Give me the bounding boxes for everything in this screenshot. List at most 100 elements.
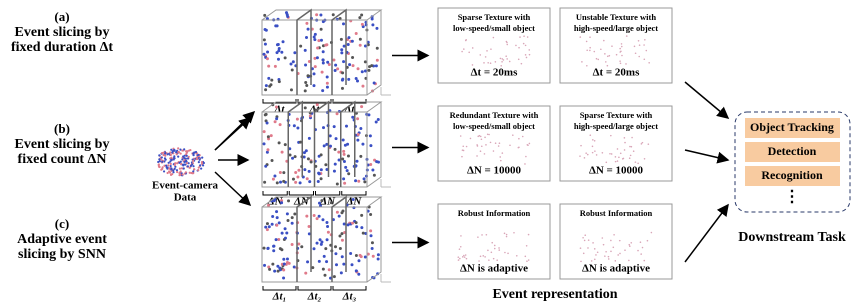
event-dot (316, 217, 319, 220)
interval-label: Δt₃ (342, 291, 357, 303)
texture (624, 142, 626, 144)
texture (621, 43, 623, 45)
texture (505, 55, 507, 57)
texture (635, 161, 637, 163)
event-dot (286, 257, 289, 260)
event-dot (176, 153, 178, 155)
event-dot (334, 148, 337, 151)
texture (462, 256, 464, 258)
event-dot (282, 258, 285, 261)
event-dot (270, 79, 273, 82)
event-dot (274, 65, 277, 68)
event-dot (369, 163, 372, 166)
panel-caption: Sparse Texture with (580, 110, 653, 120)
event-dot (365, 175, 368, 178)
texture (513, 232, 515, 234)
bracket (263, 191, 287, 195)
event-dot (266, 121, 269, 124)
event-dot (355, 225, 358, 228)
event-dot (192, 165, 194, 167)
event-dot (163, 170, 165, 172)
event-dot (334, 69, 337, 72)
texture (528, 234, 530, 236)
event-dot (265, 29, 268, 32)
event-dot (263, 53, 266, 56)
texture (488, 134, 490, 136)
panel-param: ΔN is adaptive (460, 263, 528, 275)
texture (586, 65, 588, 67)
event-dot (264, 165, 267, 168)
texture (482, 255, 484, 257)
event-dot (318, 202, 321, 205)
event-dot (170, 168, 172, 170)
event-dot (332, 13, 335, 16)
event-dot (269, 83, 272, 86)
texture (465, 254, 467, 256)
texture (629, 146, 631, 148)
texture (603, 40, 605, 42)
event-dot (361, 85, 364, 88)
texture (584, 157, 586, 159)
event-dot (356, 139, 359, 142)
event-dot (317, 180, 320, 183)
texture (611, 45, 613, 47)
texture (628, 260, 630, 262)
event-dot (273, 174, 276, 177)
event-dot (291, 157, 294, 160)
texture (506, 42, 508, 44)
bracket (298, 286, 331, 290)
slice (297, 197, 311, 282)
texture (648, 143, 650, 145)
event-dot (267, 77, 270, 80)
texture (594, 248, 596, 250)
texture (527, 36, 529, 38)
event-dot (326, 82, 329, 85)
texture (579, 36, 581, 38)
event-dot (377, 258, 380, 261)
texture (501, 61, 503, 63)
event-dot (357, 273, 360, 276)
texture (629, 245, 631, 247)
event-dot (198, 161, 200, 163)
texture (631, 146, 633, 148)
texture (518, 147, 520, 149)
texture (624, 249, 626, 251)
texture (488, 259, 490, 261)
texture (481, 234, 483, 236)
texture (640, 253, 642, 255)
texture (615, 156, 617, 158)
event-dot (321, 71, 324, 74)
event-dot (332, 58, 335, 61)
event-dot (314, 33, 317, 36)
event-dot (347, 78, 350, 81)
event-dot (361, 23, 364, 26)
event-dot (357, 180, 360, 183)
texture (493, 150, 495, 152)
event-dot (173, 155, 175, 157)
event-dot (303, 168, 306, 171)
texture (638, 56, 640, 58)
texture (608, 258, 610, 260)
event-dot (320, 243, 323, 246)
texture (493, 258, 495, 260)
event-dot (336, 67, 339, 70)
texture (638, 40, 640, 42)
event-dot (290, 88, 293, 91)
texture (529, 143, 531, 145)
texture (639, 44, 641, 46)
event-dot (185, 160, 187, 162)
texture (500, 58, 502, 60)
event-dot (320, 28, 323, 31)
event-dot (181, 158, 183, 160)
texture (634, 46, 636, 48)
texture (525, 54, 527, 56)
texture (498, 145, 500, 147)
event-dot (356, 160, 359, 163)
arrow (685, 150, 728, 160)
texture (487, 133, 489, 135)
event-dot (268, 268, 271, 271)
texture (466, 258, 468, 260)
arrow (685, 205, 728, 262)
method-text: Event slicing by (15, 137, 110, 152)
texture (506, 44, 508, 46)
